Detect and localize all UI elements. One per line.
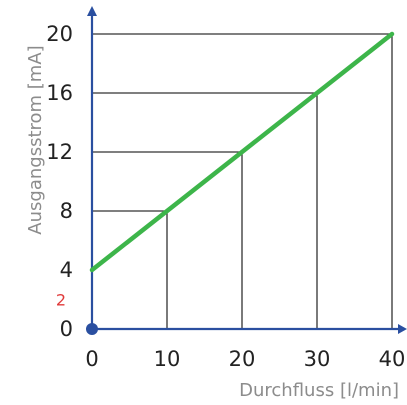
y-tick-label-0: 0	[60, 317, 73, 341]
y-axis-arrow	[87, 6, 97, 16]
series	[86, 31, 395, 335]
x-tick-label-4: 40	[379, 347, 406, 371]
y-tick-label-extra: 2	[56, 291, 66, 310]
tick-labels: 0 10 20 30 40 0 4 8 12 16 20 2	[46, 22, 405, 371]
y-tick-label-3: 12	[46, 140, 73, 164]
x-tick-label-3: 30	[304, 347, 331, 371]
origin-dot	[86, 323, 98, 335]
x-tick-label-2: 20	[229, 347, 256, 371]
y-axis-label: Ausgangsstrom [mA]	[25, 45, 46, 234]
y-tick-label-2: 8	[60, 199, 73, 223]
reference-guides	[92, 33, 393, 329]
x-tick-label-1: 10	[154, 347, 181, 371]
x-axis-label: Durchfluss [l/min]	[239, 380, 399, 401]
series-line-0	[89, 31, 395, 273]
x-axis-arrow	[398, 324, 407, 334]
axes	[87, 6, 407, 334]
x-tick-label-0: 0	[85, 347, 98, 371]
y-tick-label-5: 20	[46, 22, 73, 46]
y-tick-label-4: 16	[46, 81, 73, 105]
y-tick-label-1: 4	[60, 258, 73, 282]
